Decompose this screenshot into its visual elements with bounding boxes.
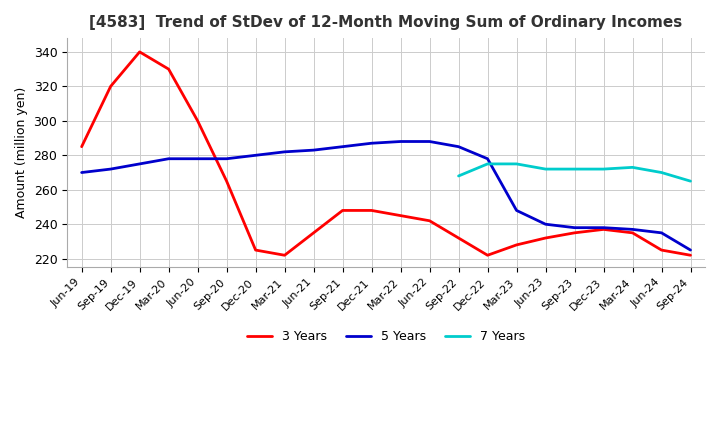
Title: [4583]  Trend of StDev of 12-Month Moving Sum of Ordinary Incomes: [4583] Trend of StDev of 12-Month Moving… bbox=[89, 15, 683, 30]
5 Years bbox=[338, 144, 347, 149]
3 Years bbox=[454, 235, 463, 241]
5 Years bbox=[570, 225, 579, 230]
5 Years bbox=[454, 144, 463, 149]
7 Years bbox=[512, 161, 521, 167]
7 Years bbox=[686, 179, 695, 184]
3 Years bbox=[251, 247, 260, 253]
5 Years bbox=[599, 225, 608, 230]
5 Years bbox=[77, 170, 86, 175]
3 Years bbox=[541, 235, 550, 241]
7 Years bbox=[628, 165, 636, 170]
7 Years bbox=[599, 166, 608, 172]
Legend: 3 Years, 5 Years, 7 Years: 3 Years, 5 Years, 7 Years bbox=[242, 325, 530, 348]
7 Years bbox=[657, 170, 666, 175]
Line: 3 Years: 3 Years bbox=[81, 52, 690, 255]
5 Years bbox=[135, 161, 144, 167]
5 Years bbox=[686, 247, 695, 253]
5 Years bbox=[483, 156, 492, 161]
5 Years bbox=[396, 139, 405, 144]
7 Years bbox=[541, 166, 550, 172]
3 Years bbox=[686, 253, 695, 258]
5 Years bbox=[426, 139, 434, 144]
Y-axis label: Amount (million yen): Amount (million yen) bbox=[15, 87, 28, 218]
3 Years bbox=[483, 253, 492, 258]
5 Years bbox=[657, 230, 666, 235]
3 Years bbox=[512, 242, 521, 248]
3 Years bbox=[164, 66, 173, 72]
3 Years bbox=[657, 247, 666, 253]
5 Years bbox=[164, 156, 173, 161]
3 Years bbox=[310, 230, 318, 235]
5 Years bbox=[310, 147, 318, 153]
3 Years bbox=[599, 227, 608, 232]
7 Years bbox=[454, 173, 463, 179]
3 Years bbox=[338, 208, 347, 213]
3 Years bbox=[77, 144, 86, 149]
3 Years bbox=[570, 230, 579, 235]
Line: 5 Years: 5 Years bbox=[81, 142, 690, 250]
3 Years bbox=[628, 230, 636, 235]
5 Years bbox=[280, 149, 289, 154]
5 Years bbox=[541, 222, 550, 227]
3 Years bbox=[396, 213, 405, 218]
3 Years bbox=[426, 218, 434, 224]
5 Years bbox=[367, 141, 376, 146]
5 Years bbox=[628, 227, 636, 232]
3 Years bbox=[222, 179, 231, 184]
7 Years bbox=[483, 161, 492, 167]
Line: 7 Years: 7 Years bbox=[459, 164, 690, 181]
3 Years bbox=[367, 208, 376, 213]
5 Years bbox=[251, 153, 260, 158]
3 Years bbox=[135, 49, 144, 55]
3 Years bbox=[107, 84, 115, 89]
3 Years bbox=[193, 118, 202, 124]
5 Years bbox=[512, 208, 521, 213]
3 Years bbox=[280, 253, 289, 258]
5 Years bbox=[107, 166, 115, 172]
5 Years bbox=[193, 156, 202, 161]
5 Years bbox=[222, 156, 231, 161]
7 Years bbox=[570, 166, 579, 172]
